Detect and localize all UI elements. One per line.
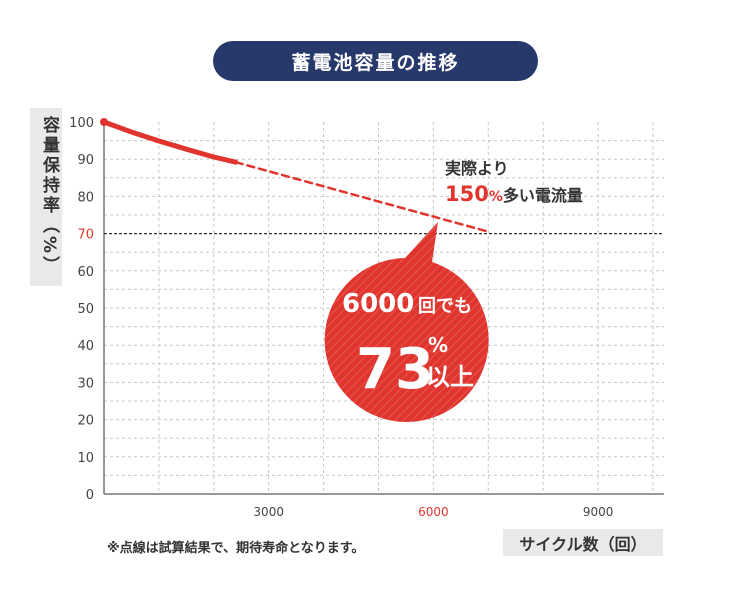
bubble-percent-sign: % xyxy=(428,333,448,357)
y-tick-label: 70 xyxy=(77,228,94,243)
annotation: 実際より 150%多い電流量 xyxy=(445,155,583,206)
y-tick-label: 30 xyxy=(77,376,94,391)
bubble-percent-value: 73 xyxy=(356,337,434,402)
y-tick-label: 60 xyxy=(77,265,94,280)
y-tick-label: 50 xyxy=(77,302,94,317)
annotation-rest: 多い電流量 xyxy=(502,186,583,205)
annotation-percent: % xyxy=(488,189,503,205)
footnote: ※点線は試算結果で、期待寿命となります。 xyxy=(107,541,365,556)
start-point xyxy=(100,118,108,126)
x-tick-label: 9000 xyxy=(583,505,614,519)
chart-title: 蓄電池容量の推移 xyxy=(213,41,538,81)
measured-capacity-line xyxy=(101,119,239,165)
callout-bubble: 6000 回でも 73 % 以上 xyxy=(324,222,489,422)
y-tick-label: 90 xyxy=(77,153,94,168)
x-axis-title-box: サイクル数（回） xyxy=(503,529,663,556)
x-tick-label: 3000 xyxy=(253,505,284,519)
y-tick-label: 80 xyxy=(77,190,94,205)
callout-bubble-shape xyxy=(324,222,489,422)
y-tick-label: 10 xyxy=(77,451,94,466)
y-axis-title-box: 容量保持率（%） xyxy=(30,108,62,286)
y-tick-label: 100 xyxy=(69,116,94,131)
bubble-suffix: 以上 xyxy=(426,363,474,391)
x-tick-label: 6000 xyxy=(418,505,449,519)
annotation-number: 150 xyxy=(445,182,489,206)
y-axis-title: 容量保持率（%） xyxy=(39,116,59,277)
x-axis-title: サイクル数（回） xyxy=(519,534,647,554)
y-tick-label: 0 xyxy=(86,488,94,503)
projected-capacity-line xyxy=(234,160,490,233)
bubble-count: 6000 xyxy=(342,289,414,319)
bubble-count-unit: 回でも xyxy=(418,296,472,317)
annotation-line1: 実際より xyxy=(445,159,509,178)
y-tick-label: 40 xyxy=(77,339,94,354)
y-tick-label: 20 xyxy=(77,414,94,429)
